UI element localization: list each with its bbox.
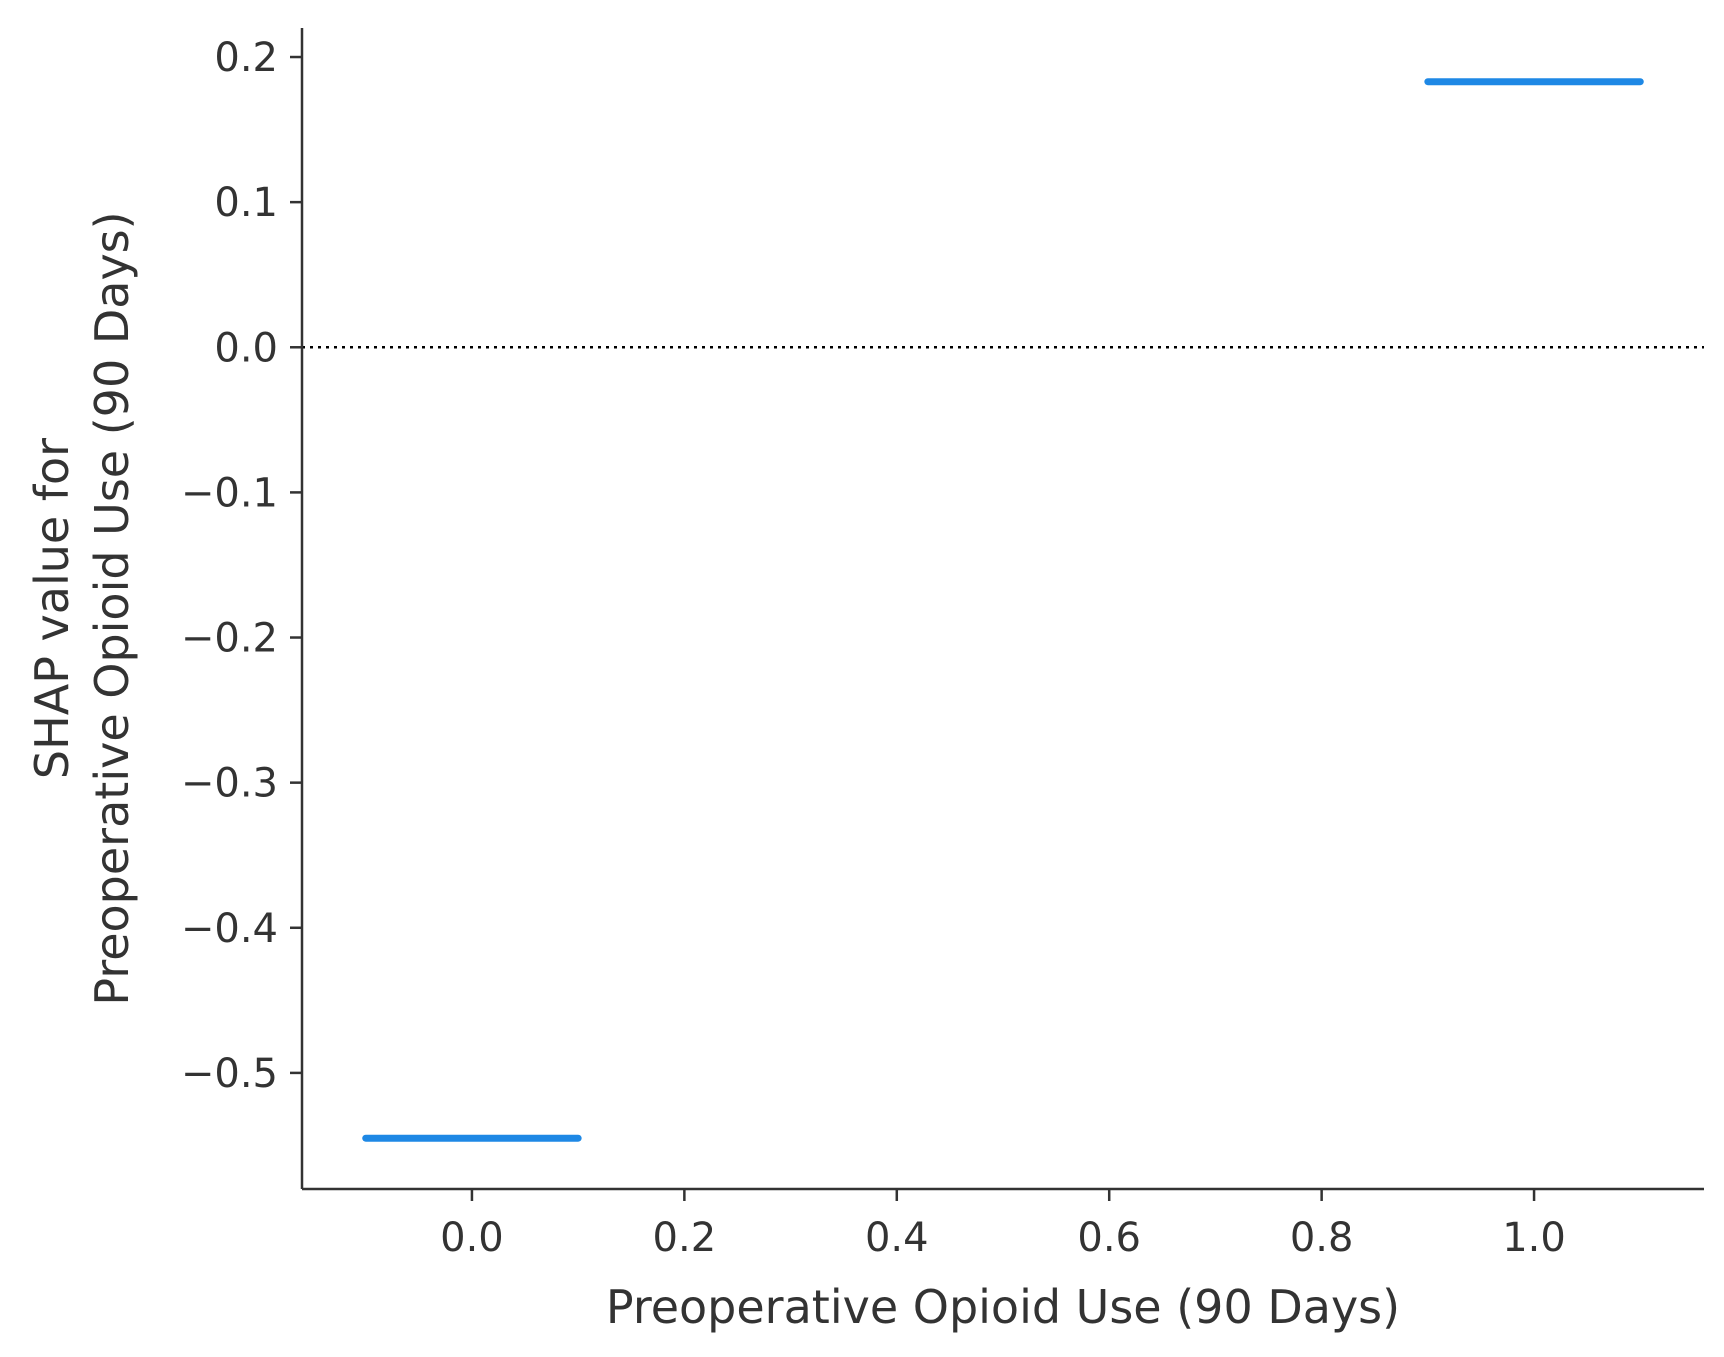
y-tick-label: −0.1	[181, 470, 278, 516]
y-tick-label: 0.0	[214, 325, 278, 371]
x-tick-label: 1.0	[1502, 1215, 1566, 1261]
y-axis-label-line-1: SHAP value for	[25, 438, 79, 779]
x-ticks: 0.0 0.2 0.4 0.6 0.8 1.0	[440, 1189, 1566, 1261]
x-tick-label: 0.8	[1290, 1215, 1354, 1261]
y-ticks: 0.2 0.1 0.0 −0.1 −0.2 −0.3 −0.4 −0.5	[181, 35, 302, 1097]
x-tick-label: 0.6	[1077, 1215, 1141, 1261]
y-tick-label: −0.2	[181, 616, 278, 662]
y-axis-label-line-2: Preoperative Opioid Use (90 Days)	[85, 211, 139, 1005]
axes-layer	[300, 28, 1704, 1191]
y-tick-label: 0.2	[214, 35, 278, 81]
data-marks-layer	[362, 78, 1644, 1142]
y-tick-label: −0.4	[181, 906, 278, 952]
y-tick-label: −0.5	[181, 1051, 278, 1097]
x-tick-label: 0.0	[440, 1215, 504, 1261]
y-tick-label: 0.1	[214, 180, 278, 226]
x-tick-label: 0.2	[653, 1215, 717, 1261]
y-tick-label: −0.3	[181, 761, 278, 807]
x-axis-label: Preoperative Opioid Use (90 Days)	[606, 1280, 1400, 1334]
x-tick-label: 0.4	[865, 1215, 929, 1261]
